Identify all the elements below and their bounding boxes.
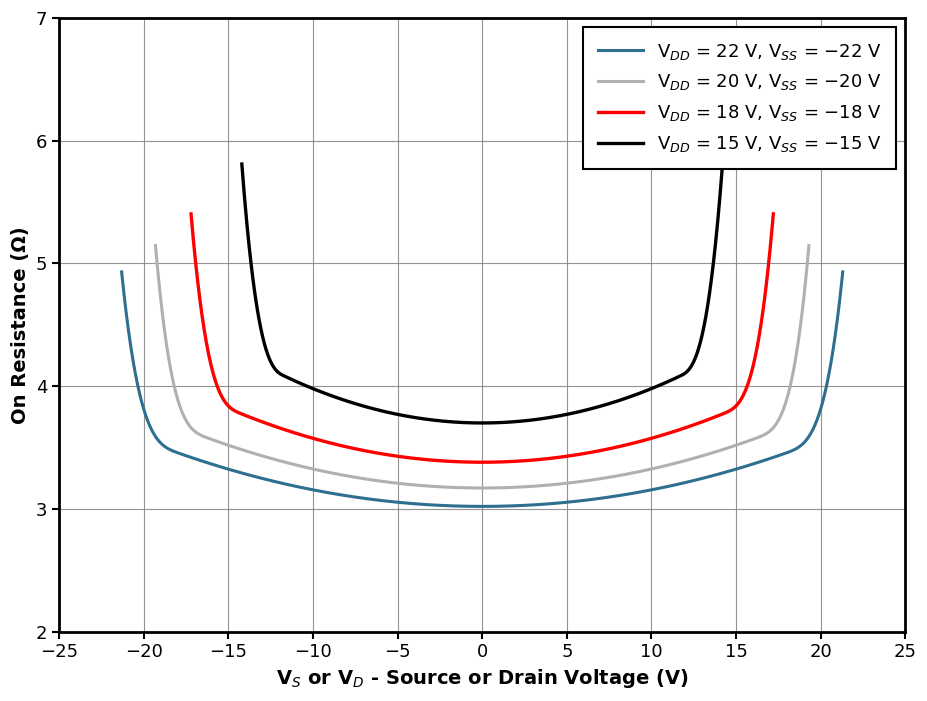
Line: V$_{DD}$ = 15 V, V$_{SS}$ = −15 V: V$_{DD}$ = 15 V, V$_{SS}$ = −15 V [242,164,722,423]
V$_{DD}$ = 20 V, V$_{SS}$ = −20 V [684,455,695,463]
V$_{DD}$ = 15 V, V$_{SS}$ = −15 V [561,410,572,418]
V$_{DD}$ = 22 V, V$_{SS}$ = −22 V [207,461,218,469]
V$_{DD}$ = 22 V, V$_{SS}$ = −22 V [376,496,387,505]
V$_{DD}$ = 18 V, V$_{SS}$ = −18 V [376,450,387,458]
V$_{DD}$ = 18 V, V$_{SS}$ = −18 V [748,354,759,362]
V$_{DD}$ = 22 V, V$_{SS}$ = −22 V [603,493,615,501]
V$_{DD}$ = 20 V, V$_{SS}$ = −20 V [748,435,759,443]
V$_{DD}$ = 22 V, V$_{SS}$ = −22 V [684,477,695,486]
V$_{DD}$ = 22 V, V$_{SS}$ = −22 V [748,459,759,468]
V$_{DD}$ = 20 V, V$_{SS}$ = −20 V [561,479,572,487]
Line: V$_{DD}$ = 20 V, V$_{SS}$ = −20 V: V$_{DD}$ = 20 V, V$_{SS}$ = −20 V [156,245,808,488]
V$_{DD}$ = 20 V, V$_{SS}$ = −20 V [376,477,387,486]
Legend: V$_{DD}$ = 22 V, V$_{SS}$ = −22 V, V$_{DD}$ = 20 V, V$_{SS}$ = −20 V, V$_{DD}$ =: V$_{DD}$ = 22 V, V$_{SS}$ = −22 V, V$_{D… [582,27,895,168]
V$_{DD}$ = 22 V, V$_{SS}$ = −22 V [561,498,572,507]
Line: V$_{DD}$ = 22 V, V$_{SS}$ = −22 V: V$_{DD}$ = 22 V, V$_{SS}$ = −22 V [121,272,842,506]
X-axis label: V$_S$ or V$_D$ - Source or Drain Voltage (V): V$_S$ or V$_D$ - Source or Drain Voltage… [275,667,688,690]
Line: V$_{DD}$ = 18 V, V$_{SS}$ = −18 V: V$_{DD}$ = 18 V, V$_{SS}$ = −18 V [191,214,772,462]
V$_{DD}$ = 18 V, V$_{SS}$ = −18 V [561,452,572,461]
V$_{DD}$ = 15 V, V$_{SS}$ = −15 V [603,400,615,408]
V$_{DD}$ = 20 V, V$_{SS}$ = −20 V [207,435,218,444]
V$_{DD}$ = 20 V, V$_{SS}$ = −20 V [603,473,615,482]
V$_{DD}$ = 18 V, V$_{SS}$ = −18 V [207,367,218,376]
V$_{DD}$ = 18 V, V$_{SS}$ = −18 V [684,422,695,430]
Y-axis label: On Resistance (Ω): On Resistance (Ω) [11,226,30,423]
V$_{DD}$ = 15 V, V$_{SS}$ = −15 V [684,363,695,372]
V$_{DD}$ = 18 V, V$_{SS}$ = −18 V [603,444,615,453]
V$_{DD}$ = 15 V, V$_{SS}$ = −15 V [376,407,387,415]
